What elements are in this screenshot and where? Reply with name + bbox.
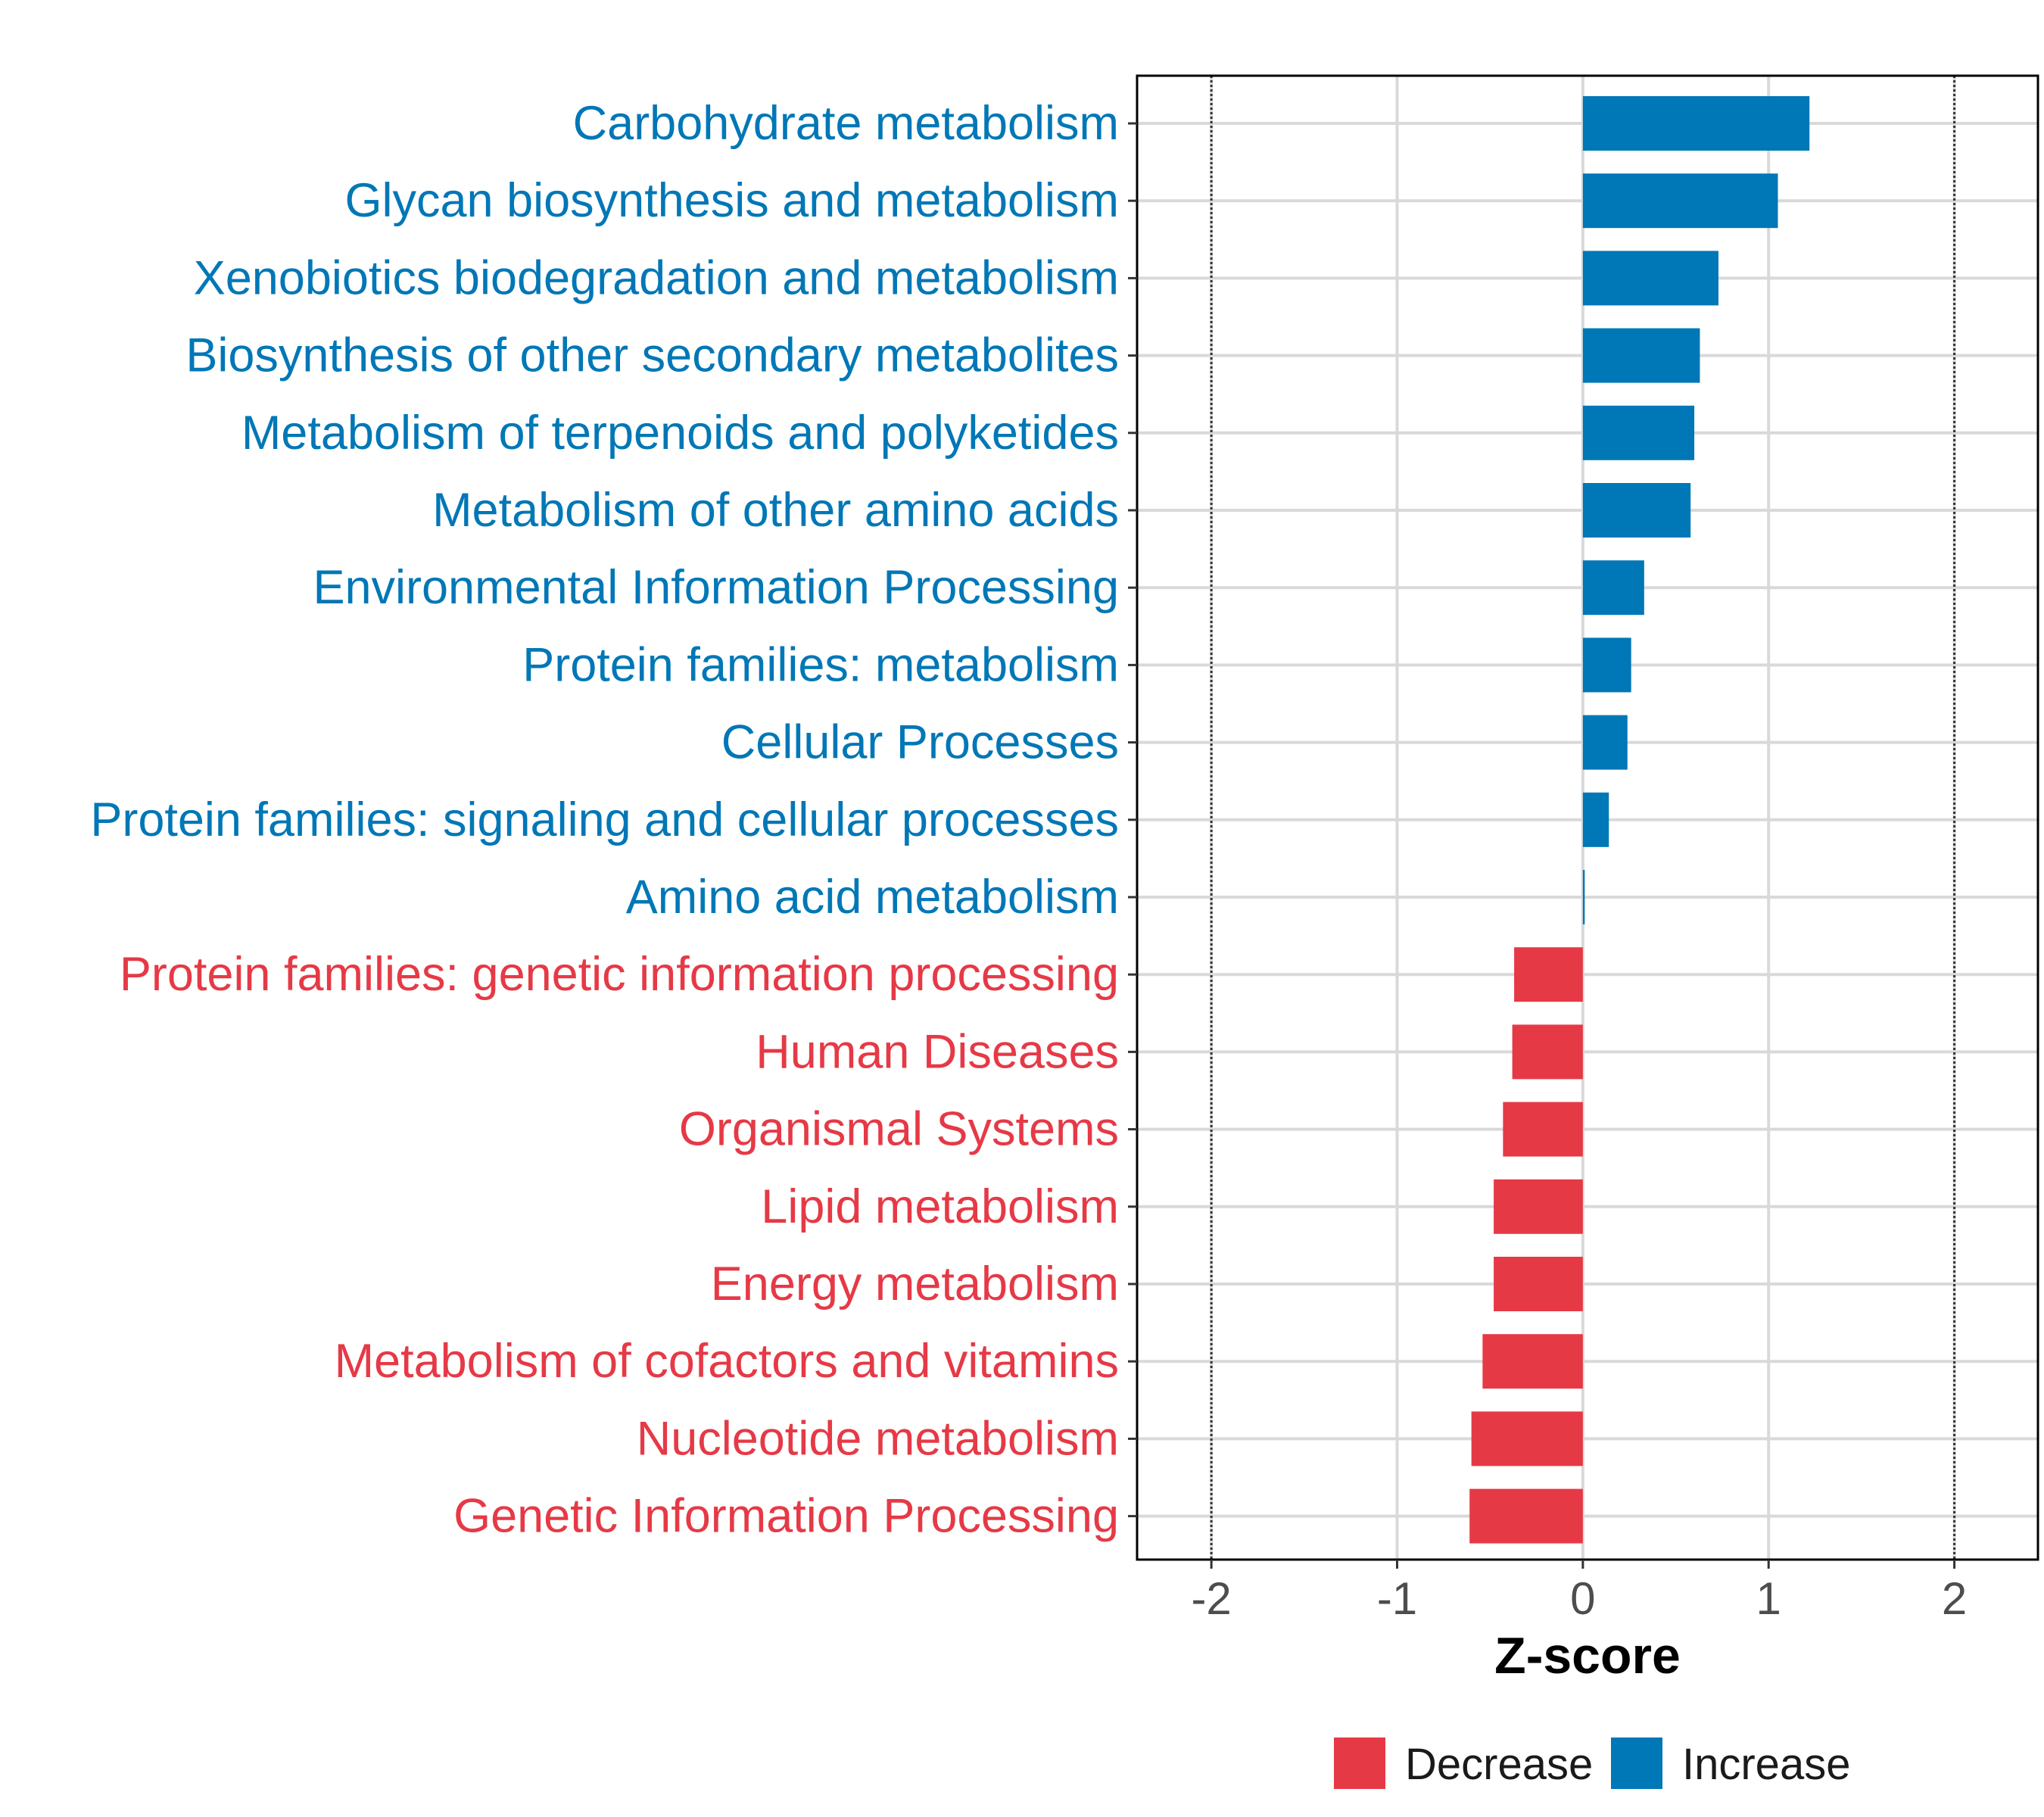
y-tick-label: Energy metabolism: [711, 1258, 1119, 1311]
legend-swatch: [1334, 1738, 1385, 1789]
bar: [1471, 1411, 1583, 1466]
y-tick-label: Glycan biosynthesis and metabolism: [345, 174, 1120, 227]
bar: [1582, 328, 1700, 383]
y-tick-label: Amino acid metabolism: [626, 871, 1119, 924]
bar: [1582, 173, 1778, 229]
y-tick-label: Genetic Information Processing: [453, 1490, 1119, 1543]
bar: [1503, 1102, 1583, 1157]
bar: [1582, 483, 1691, 538]
legend: Decrease Increase: [1334, 1738, 1850, 1789]
y-tick-label: Environmental Information Processing: [313, 561, 1119, 614]
y-tick-label: Metabolism of cofactors and vitamins: [335, 1335, 1119, 1388]
y-tick-label: Metabolism of terpenoids and polyketides: [241, 407, 1119, 460]
y-tick-label: Cellular Processes: [721, 716, 1119, 769]
y-tick-label: Lipid metabolism: [761, 1180, 1119, 1233]
y-tick-label: Xenobiotics biodegradation and metabolis…: [194, 251, 1119, 304]
x-tick-label: 1: [1756, 1573, 1781, 1624]
y-tick-label: Protein families: metabolism: [522, 638, 1119, 691]
y-tick-label: Human Diseases: [756, 1025, 1119, 1078]
y-axis-ticks: [1128, 122, 1137, 1518]
bar: [1494, 1257, 1583, 1311]
bar: [1494, 1179, 1583, 1234]
legend-label: Decrease: [1405, 1740, 1593, 1789]
y-tick-label: Biosynthesis of other secondary metaboli…: [185, 329, 1119, 382]
bar: [1582, 96, 1810, 151]
x-axis-ticks: [1210, 1560, 1956, 1569]
bar: [1582, 870, 1585, 924]
bar: [1482, 1334, 1583, 1389]
y-tick-label: Protein families: signaling and cellular…: [90, 793, 1119, 846]
y-tick-label: Nucleotide metabolism: [637, 1412, 1119, 1465]
x-tick-label: 2: [1942, 1573, 1967, 1624]
bar: [1469, 1488, 1583, 1544]
bar: [1512, 1024, 1583, 1080]
y-tick-label: Protein families: genetic information pr…: [120, 948, 1119, 1001]
y-tick-label: Organismal Systems: [679, 1103, 1119, 1156]
bar: [1582, 405, 1695, 460]
bar: [1514, 947, 1583, 1002]
x-axis-labels: -2 -1 0 1 2: [1191, 1573, 1967, 1624]
x-tick-label: 0: [1570, 1573, 1595, 1624]
bar: [1582, 792, 1609, 847]
y-tick-label: Carbohydrate metabolism: [573, 97, 1119, 150]
bar: [1582, 251, 1718, 306]
y-tick-label: Metabolism of other amino acids: [432, 484, 1119, 537]
legend-swatch: [1611, 1738, 1662, 1789]
bar: [1582, 715, 1628, 770]
x-tick-label: -1: [1377, 1573, 1417, 1624]
bars: [1469, 96, 1810, 1544]
plot-panel-border: [1136, 74, 2039, 1561]
y-axis-labels: Carbohydrate metabolism Glycan biosynthes…: [90, 97, 1119, 1543]
bar: [1582, 560, 1644, 616]
x-tick-label: -2: [1191, 1573, 1231, 1624]
reference-lines: [1210, 76, 1956, 1560]
bar: [1582, 637, 1631, 693]
legend-label: Increase: [1682, 1740, 1850, 1789]
x-axis-title: Z-score: [1494, 1627, 1681, 1685]
